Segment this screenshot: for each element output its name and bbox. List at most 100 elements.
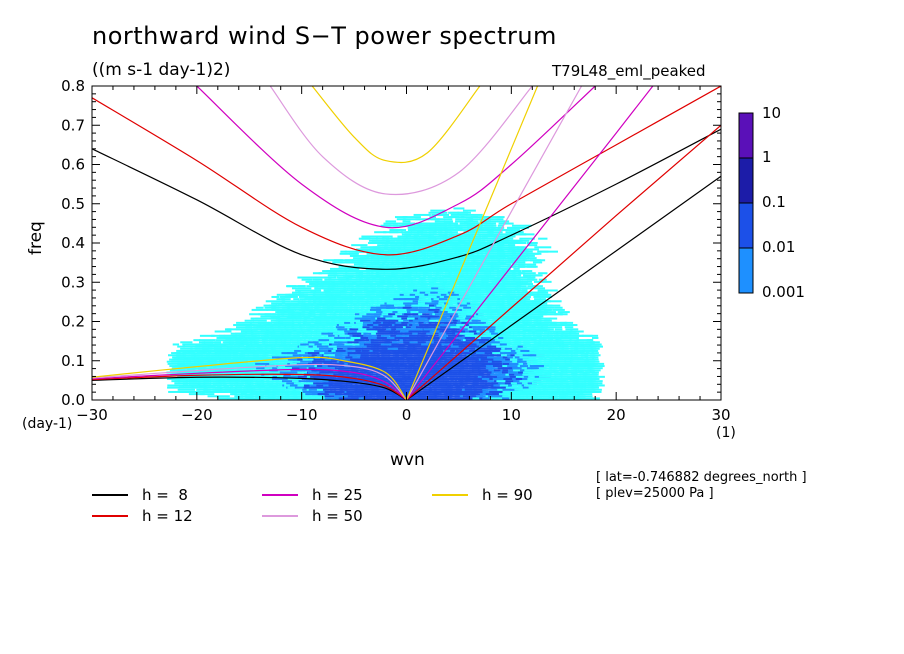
heatmap-cell (518, 334, 526, 337)
heatmap-cell (515, 328, 529, 331)
heatmap-cell (381, 390, 390, 393)
heatmap-cell (523, 295, 531, 298)
heatmap-cell (502, 317, 510, 320)
heatmap-cell (329, 326, 338, 329)
heatmap-cell (431, 390, 445, 393)
heatmap-cell (362, 321, 377, 324)
heatmap-cell (518, 362, 526, 365)
heatmap-cell (409, 341, 425, 344)
heatmap-cell (313, 334, 322, 337)
heatmap-cell (295, 334, 308, 337)
heatmap-cell (319, 349, 337, 352)
heatmap-cell (388, 308, 404, 311)
heatmap-cell (496, 276, 506, 279)
heatmap-cell (455, 226, 463, 229)
heatmap-cell (449, 375, 459, 378)
heatmap-cell (381, 257, 401, 260)
heatmap-cell (423, 321, 432, 324)
heatmap-cell (360, 354, 379, 357)
heatmap-cell (270, 315, 281, 318)
heatmap-cell (491, 280, 500, 283)
heatmap-cell (486, 274, 495, 277)
heatmap-cell (455, 306, 462, 309)
heatmap-cell (439, 321, 447, 324)
kelvin-curve (405, 86, 539, 400)
heatmap-cell (492, 295, 499, 298)
heatmap-cell (427, 295, 439, 298)
heatmap-cell (494, 319, 508, 322)
heatmap-cell (272, 328, 289, 331)
heatmap-cell (285, 304, 298, 307)
heatmap-cell (571, 373, 588, 376)
heatmap-cell (519, 332, 535, 335)
heatmap-cell (429, 362, 446, 365)
heatmap-cell (341, 375, 357, 378)
heatmap-cell (491, 293, 511, 296)
y-tick-label: 0.3 (61, 273, 85, 291)
heatmap-cell (387, 280, 405, 283)
heatmap-cell (473, 270, 487, 273)
heatmap-cell (510, 343, 523, 346)
heatmap-cell (360, 257, 369, 260)
heatmap-cell (506, 252, 517, 255)
heatmap-cell (412, 235, 432, 238)
heatmap-cell (557, 354, 570, 357)
heatmap-cell (507, 250, 516, 253)
heatmap-cell (487, 250, 504, 253)
heatmap-cell (417, 382, 427, 385)
heatmap-cell (479, 341, 492, 344)
heatmap-cell (342, 295, 356, 298)
heatmap-cell (454, 244, 474, 247)
heatmap-cell (480, 336, 500, 339)
heatmap-cell (514, 226, 529, 229)
heatmap-cell (314, 330, 331, 333)
heatmap-cell (374, 365, 387, 368)
heatmap-cell (591, 356, 599, 359)
heatmap-cell (447, 367, 460, 370)
heatmap-cell (526, 265, 538, 268)
heatmap-cell (194, 356, 210, 359)
heatmap-cell (492, 274, 499, 277)
heatmap-cell (289, 362, 304, 365)
heatmap-cell (486, 257, 505, 260)
heatmap-cell (497, 244, 516, 247)
heatmap-cell (169, 369, 182, 372)
heatmap-cell (372, 349, 388, 352)
heatmap-cell (475, 289, 485, 292)
heatmap-cell (406, 257, 418, 260)
heatmap-cell (298, 345, 315, 348)
heatmap-cell (500, 354, 512, 357)
heatmap-cell (398, 345, 415, 348)
heatmap-cell (339, 334, 359, 337)
heatmap-cell (272, 375, 279, 378)
heatmap-cell (529, 384, 546, 387)
heatmap-cell (402, 354, 421, 357)
heatmap-cell (351, 244, 368, 247)
heatmap-cell (456, 317, 473, 320)
heatmap-cell (462, 209, 476, 212)
heatmap-cell (282, 386, 290, 389)
heatmap-cell (398, 308, 405, 311)
heatmap-cell (412, 390, 432, 393)
heatmap-cell (230, 360, 248, 363)
heatmap-cell (365, 378, 375, 381)
heatmap-cell (476, 395, 494, 398)
heatmap-cell (357, 298, 372, 301)
heatmap-cell (491, 362, 511, 365)
heatmap-cell (496, 354, 505, 357)
heatmap-cell (428, 293, 448, 296)
heatmap-cell (459, 242, 470, 244)
heatmap-cell (215, 339, 231, 342)
heatmap-cell (333, 259, 354, 262)
heatmap-cell (557, 330, 571, 333)
heatmap-cell (311, 393, 323, 396)
heatmap-cell (463, 384, 476, 387)
heatmap-cell (576, 395, 593, 398)
heatmap-cell (451, 280, 466, 283)
heatmap-cell (271, 302, 280, 305)
heatmap-cell (477, 291, 493, 294)
heatmap-cell (240, 384, 259, 387)
heatmap-cell (564, 334, 584, 337)
heatmap-cell (503, 321, 520, 324)
heatmap-cell (418, 380, 426, 383)
